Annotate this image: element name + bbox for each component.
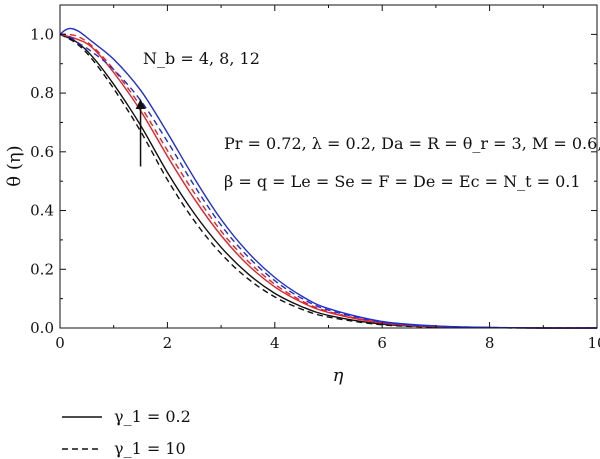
y-tick-label: 0.8 <box>30 84 54 102</box>
x-tick-label: 10 <box>587 334 600 352</box>
plot-frame <box>59 4 598 329</box>
params-line-2: β = q = Le = Se = F = De = Ec = N_t = 0.… <box>224 172 581 191</box>
y-tick-label: 0.2 <box>30 260 54 278</box>
nb-arrow <box>135 98 146 167</box>
x-tick-label: 8 <box>485 334 495 352</box>
y-tick-label: 1.0 <box>30 25 54 43</box>
legend-solid-label: γ_1 = 0.2 <box>114 407 191 426</box>
x-tick-label: 4 <box>270 334 280 352</box>
params-line-1: Pr = 0.72, λ = 0.2, Da = R = θ_r = 3, M … <box>224 134 600 153</box>
x-tick-label: 2 <box>163 334 173 352</box>
y-tick-label: 0.6 <box>30 143 54 161</box>
axis-ticks: 0 2 4 6 8 10 0.0 0.2 0.4 0.6 0.8 1.0 <box>30 4 600 352</box>
y-axis-label: θ (η) <box>4 145 25 186</box>
nb-arrow-head <box>135 98 146 109</box>
x-tick-label: 6 <box>377 334 387 352</box>
x-tick-label: 0 <box>55 334 65 352</box>
y-tick-label: 0.0 <box>30 319 54 337</box>
legend-dashed-label: γ_1 = 10 <box>114 439 186 458</box>
y-tick-label: 0.4 <box>30 202 54 220</box>
nb-arrow-label: N_b = 4, 8, 12 <box>143 49 260 68</box>
x-axis-label: η <box>333 365 344 386</box>
legend: γ_1 = 0.2 γ_1 = 10 <box>62 407 191 458</box>
